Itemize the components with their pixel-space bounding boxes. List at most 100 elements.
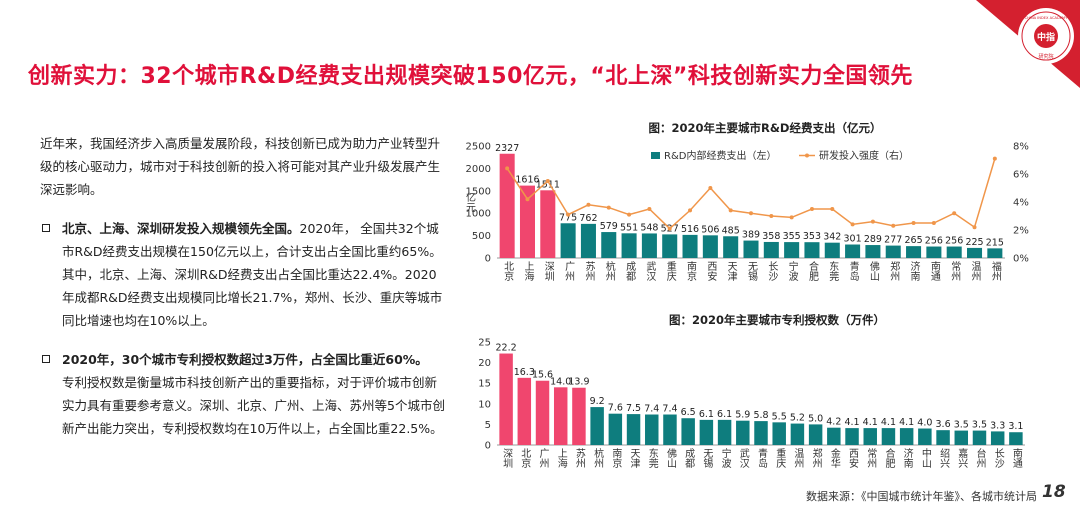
- intensity-point: [627, 212, 632, 217]
- y2-tick-label: 0%: [1013, 254, 1029, 265]
- bar-南通: [926, 246, 942, 258]
- category-label: 郑州: [810, 447, 822, 468]
- legend-swatch-point: [805, 153, 809, 158]
- bar-常州: [946, 246, 962, 258]
- data-label: 265: [904, 235, 922, 246]
- bullet-patent: 2020年，30个城市专利授权数超过3万件，占全国比重近60%。 专利授权数是衡…: [40, 348, 445, 440]
- bar-成都: [621, 233, 637, 258]
- bar-温州: [790, 423, 805, 445]
- bar-西安: [845, 428, 859, 445]
- intensity-point: [688, 208, 693, 213]
- bar-嘉兴: [954, 430, 969, 445]
- data-label: 215: [986, 237, 1004, 248]
- category-label: 福州: [989, 260, 1001, 281]
- data-label: 5.2: [790, 413, 805, 424]
- bar-宁波: [784, 242, 800, 258]
- data-label: 16.3: [514, 367, 535, 378]
- intensity-point: [647, 207, 652, 211]
- bar-上海: [519, 185, 535, 258]
- category-label: 南通: [1010, 447, 1022, 468]
- data-label: 15.6: [532, 370, 553, 381]
- data-label: 277: [884, 235, 902, 246]
- bar-杭州: [590, 407, 604, 445]
- chart-title: 图：2020年主要城市专利授权数（万件）: [669, 313, 885, 327]
- data-label: 3.3: [990, 420, 1005, 431]
- bar-绍兴: [936, 430, 950, 445]
- bar-苏州: [572, 387, 586, 445]
- data-label: 2327: [495, 143, 519, 154]
- data-label: 4.0: [917, 418, 932, 429]
- category-label: 常州: [949, 260, 961, 281]
- data-label: 5.5: [772, 411, 787, 422]
- y-tick-label: 2000: [466, 164, 491, 175]
- y-tick-label: 2500: [466, 142, 491, 153]
- category-label: 武汉: [644, 260, 656, 282]
- bar-南京: [608, 413, 623, 445]
- intro-paragraph: 近年来，我国经济步入高质量发展阶段，科技创新已成为助力产业转型升级的核心驱动力，…: [40, 136, 441, 197]
- logo-bottom-text: 研究院: [1038, 53, 1053, 60]
- category-label: 西安: [705, 261, 717, 282]
- bar-合肥: [804, 242, 820, 258]
- y2-tick-label: 4%: [1013, 198, 1029, 209]
- bar-济南: [899, 428, 914, 445]
- data-label: 256: [925, 236, 943, 247]
- category-label: 天津: [725, 261, 737, 282]
- intensity-point: [789, 215, 794, 220]
- data-label: 4.1: [899, 417, 914, 428]
- data-label: 355: [783, 231, 801, 242]
- category-label: 深圳: [501, 448, 513, 468]
- data-label: 6.5: [681, 407, 696, 418]
- intensity-point: [545, 179, 550, 183]
- category-label: 郑州: [888, 260, 900, 281]
- data-label: 13.9: [568, 377, 589, 388]
- bar-北京: [517, 377, 532, 445]
- intensity-point: [891, 223, 896, 228]
- bullet-rd: 北京、上海、深圳研发投入规模领先全国。2020年， 全国共32个城市R&D经费支…: [40, 217, 445, 332]
- category-label: 绍兴: [938, 447, 950, 469]
- y-tick-label: 15: [478, 379, 491, 390]
- category-label: 台州: [974, 447, 986, 468]
- bullet-patent-lead: 2020年，30个城市专利授权数超过3万件，占全国比重近60%。: [62, 352, 428, 367]
- category-label: 武汉: [737, 447, 749, 469]
- bullet-square-icon: [42, 224, 50, 232]
- category-label: 苏州: [573, 447, 585, 468]
- category-label: 南通: [928, 260, 940, 281]
- category-label: 重庆: [774, 447, 786, 469]
- intensity-point: [749, 211, 753, 216]
- page-title: 创新实力：32个城市R&D经费支出规模突破150亿元，“北上深”科技创新实力全国…: [28, 64, 913, 89]
- page-number: 18: [1042, 482, 1066, 502]
- bar-无锡: [743, 240, 759, 258]
- bar-宁波: [717, 419, 732, 445]
- bar-青岛: [754, 421, 768, 445]
- category-label: 深圳: [542, 261, 554, 281]
- category-label: 北京: [519, 448, 531, 469]
- legend-entry-line: 研发投入强度（右）: [819, 149, 909, 162]
- bar-佛山: [865, 245, 881, 258]
- legend-entry-bar: R&D内部经费支出（左）: [664, 149, 776, 162]
- bar-郑州: [885, 245, 901, 258]
- y-tick-label: 0: [485, 254, 491, 265]
- data-label: 389: [742, 230, 760, 241]
- bar-广州: [560, 223, 576, 258]
- intensity-point: [586, 202, 591, 207]
- y2-tick-label: 8%: [1013, 142, 1029, 153]
- bar-东莞: [645, 414, 659, 445]
- bar-长沙: [990, 431, 1005, 445]
- intensity-point: [708, 186, 713, 190]
- category-label: 济南: [901, 447, 913, 468]
- y-tick-label: 500: [472, 231, 491, 242]
- intensity-point: [911, 221, 916, 225]
- category-label: 无锡: [746, 261, 758, 282]
- bar-重庆: [772, 422, 786, 445]
- category-label: 南京: [610, 447, 622, 469]
- intensity-point: [830, 207, 835, 211]
- category-label: 杭州: [592, 447, 604, 468]
- logo-ring-text: CHINA INDEX ACADEMY: [1025, 16, 1068, 20]
- bar-北京: [499, 153, 515, 258]
- data-label: 5.9: [735, 410, 750, 421]
- category-label: 嘉兴: [956, 447, 968, 469]
- category-label: 长沙: [766, 261, 778, 281]
- data-label: 485: [722, 225, 740, 236]
- intensity-point: [769, 214, 774, 218]
- bullet-rd-body: 2020年， 全国共32个城市R&D经费支出规模在150亿元以上，合计支出占全国…: [62, 221, 443, 328]
